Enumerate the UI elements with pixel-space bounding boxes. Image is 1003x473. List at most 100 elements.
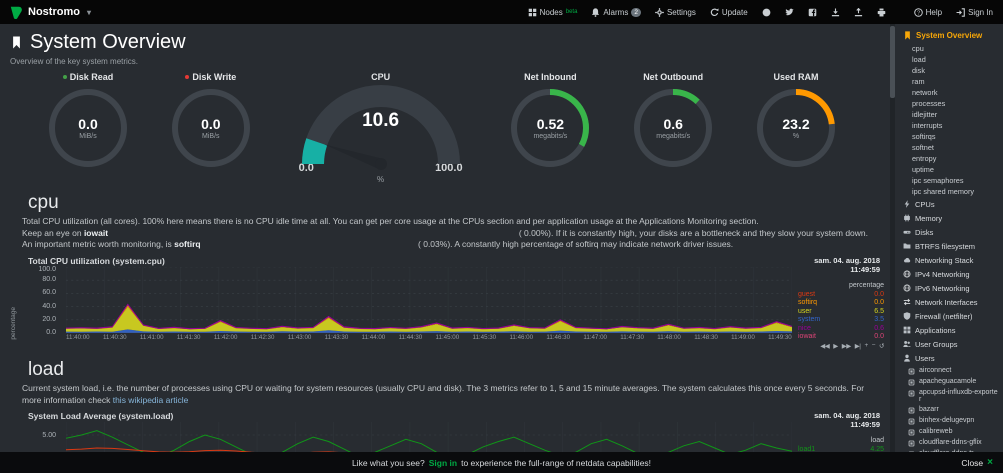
x-tick: 11:42:30 [250,333,275,341]
sidebar-section-firewall-netfilter-[interactable]: Firewall (netfilter) [895,309,1003,323]
x-tick: 11:48:00 [657,333,681,341]
sidebar-subitem-processes[interactable]: processes [912,99,946,108]
vertical-scrollbar[interactable] [890,24,895,452]
node-selector[interactable]: Nostromo ▾ [10,6,91,19]
gauge-disk-write[interactable]: Disk Write 0.0 MiB/s [163,72,259,170]
sidebar-subitem-uptime[interactable]: uptime [912,165,934,174]
sidebar-subitem-softnet[interactable]: softnet [912,143,934,152]
cpu-plot-area[interactable]: 0.0 20.0 40.0 60.0 80.0 100.0 11:40:00 11:40:30… [38,266,792,352]
y-tick: 20.0 [42,315,56,323]
chart-status-dot [62,75,67,79]
legend-item-load1[interactable]: load1 4.25 [798,446,884,452]
sidebar-subitem-ram[interactable]: ram [912,77,925,86]
sidebar-subitems: cpu load disk ram network processes idlejitter… [895,43,1003,197]
topbar-item-print[interactable] [877,8,886,17]
sidebar-subitem-interrupts[interactable]: interrupts [912,121,943,130]
sidebar-subitem-idlejitter[interactable]: idlejitter [912,110,938,119]
sidebar-subitem-cpu[interactable]: cpu [912,44,924,53]
sidebar-container-bazarr[interactable]: bazarr [895,404,1003,415]
footer-close-button[interactable]: Close × [961,457,993,468]
sidebar-container-cloudflare-ddns-tr[interactable]: cloudflare-ddns-tr [895,448,1003,452]
load-plot-area[interactable]: 4.005.00 [42,422,792,452]
cpu-gauge-dial: 10.6 [299,84,463,170]
reset-zoom-icon[interactable]: ↺ [879,343,884,351]
legend-item-iowait[interactable]: iowait 0.0 [798,333,884,341]
sidebar-subitem-network[interactable]: network [912,88,938,97]
sidebar-section-network-interfaces[interactable]: Network Interfaces [895,295,1003,309]
sidebar-subitem-ipc-shared-memory[interactable]: ipc shared memory [912,187,975,196]
sidebar-section-btrfs-filesystem[interactable]: BTRFS filesystem [895,239,1003,253]
topbar-item-export-snapshot[interactable] [831,8,840,17]
sidebar-subitem-ipc-semaphores[interactable]: ipc semaphores [912,176,964,185]
gauge-unit: megabits/s [656,133,691,140]
cpu-description-line2: Keep an eye on iowait ( 0.00%). If it is… [22,227,868,238]
sidebar-section-networking-stack[interactable]: Networking Stack [895,253,1003,267]
x-tick: 11:48:30 [694,333,718,341]
gauge-cpu[interactable]: CPU 10.6 0.0 100.0% [286,72,476,184]
nodes-badge: beta [565,8,578,15]
sidebar-subitem-load[interactable]: load [912,55,926,64]
gauge-used-ram[interactable]: Used RAM 23.2% [748,72,844,170]
footer-signin-link[interactable]: Sign in [428,457,458,468]
sidebar-section-memory[interactable]: Memory [895,211,1003,225]
users-icon [903,340,911,348]
sidebar-container-airconnect[interactable]: airconnect [895,365,1003,376]
pan-forward-icon[interactable]: ▶▶ [841,343,852,351]
y-tick: 40.0 [42,302,56,310]
scrollbar-thumb[interactable] [890,26,895,98]
topbar-item-signin[interactable]: Sign In [956,8,993,17]
cpu-chart-timestamp: sam. 04. aug. 2018 11:49:59 [814,255,880,274]
topbar-item-github[interactable] [762,8,771,17]
pan-backward-icon[interactable]: ◀◀ [820,343,830,351]
sidebar-section-ipv6-networking[interactable]: IPv6 Networking [895,281,1003,295]
legend-item-user[interactable]: user 6.5 [798,307,884,315]
legend-item-guest[interactable]: guest 0.0 [798,290,884,298]
sidebar-container-cloudflare-ddns-gflix[interactable]: cloudflare-ddns-gflix [895,437,1003,448]
sidebar-subitem-softirqs[interactable]: softirqs [912,132,936,141]
sidebar-container-calibreweb[interactable]: calibreweb [895,426,1003,437]
play-icon[interactable]: ▶ [833,343,838,351]
topbar-item-settings[interactable]: Settings [655,8,696,17]
gauge-net-outbound[interactable]: Net Outbound 0.6 megabits/s [625,72,721,170]
gauge-value: 0.0 [78,116,98,132]
pan-end-icon[interactable]: ▶| [854,343,861,351]
sidebar-container-binhex-delugevpn[interactable]: binhex-delugevpn [895,415,1003,426]
x-tick: 11:46:30 [546,333,571,341]
sidebar-subitem-entropy[interactable]: entropy [912,154,937,163]
load-chart-timestamp: sam. 04. aug. 2018 11:49:59 [814,411,880,430]
x-tick: 11:43:30 [324,333,349,341]
legend-item-system[interactable]: system 3.5 [798,316,884,324]
sidebar-section-disks[interactable]: Disks [895,225,1003,239]
sidebar-container-apcupsd-influxdb-exporter[interactable]: apcupsd-influxdb-exporter [895,387,1003,404]
legend-item-nice[interactable]: nice 0.6 [798,324,884,332]
topbar-item-import-snapshot[interactable] [854,7,863,17]
footer-message-post: to experience the full-range of netdata … [461,457,652,468]
sidebar-subitem-disk[interactable]: disk [912,66,925,75]
wikipedia-link[interactable]: this wikipedia article [112,394,189,405]
gauge-unit: megabits/s [533,133,568,140]
topbar-item-alarms[interactable]: Alarms 2 [591,7,641,17]
sidebar-section-ipv4-networking[interactable]: IPv4 Networking [895,267,1003,281]
sidebar-item-system-overview[interactable]: System Overview [895,24,1003,43]
zoom-in-icon[interactable]: + [864,342,868,350]
topbar-item-twitter[interactable] [785,8,794,17]
x-tick: 11:43:00 [287,333,312,341]
sidebar-section-applications[interactable]: Applications [895,323,1003,337]
sidebar-section-cpus[interactable]: CPUs [895,197,1003,211]
gauge-disk-read[interactable]: Disk Read 0.0 MiB/s [40,72,136,170]
sidebar-section-users[interactable]: Users [895,351,1003,365]
topbar-item-nodes[interactable]: Nodes beta [528,8,578,17]
zoom-out-icon[interactable]: − [871,342,876,350]
gauge-net-inbound[interactable]: Net Inbound 0.52 megabits/s [502,72,598,170]
sidebar-container-apacheguacamole[interactable]: apacheguacamole [895,376,1003,387]
topbar-item-facebook[interactable] [808,8,817,17]
cpu-description-line3: An important metric worth monitoring, is… [22,239,734,249]
sidebar-section-user-groups[interactable]: User Groups [895,337,1003,351]
topbar-item-update[interactable]: Update [710,8,748,17]
globe-icon [903,284,911,292]
legend-item-softirq[interactable]: softirq 0.0 [798,299,884,307]
folder-icon [903,242,911,250]
topbar-item-help[interactable]: ? Help [913,8,942,17]
section-heading-load: load [28,359,64,381]
cloud-icon [903,256,911,264]
